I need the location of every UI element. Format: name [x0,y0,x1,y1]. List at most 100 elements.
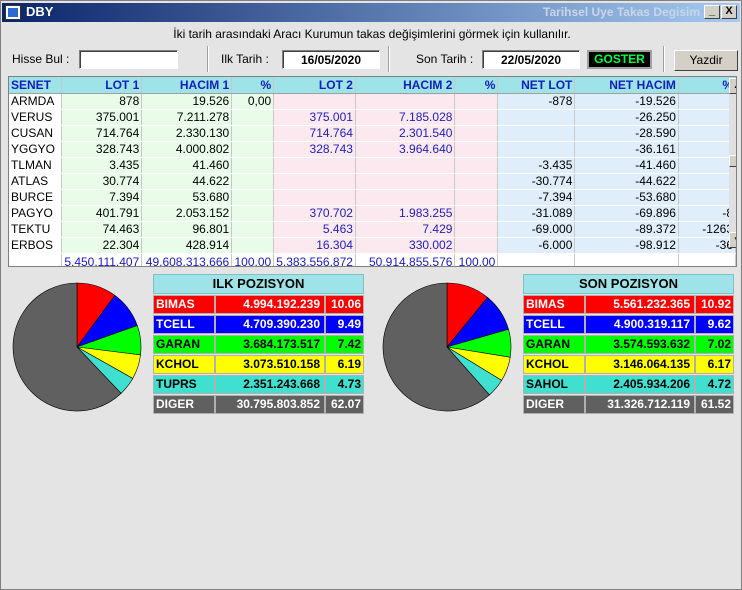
column-header[interactable]: NET HACIM [574,77,679,94]
table-cell [454,205,499,222]
table-cell [678,125,736,142]
column-header[interactable]: % [678,77,736,94]
position-name: KCHOL [153,355,215,374]
position-percent: 4.72 [695,375,734,394]
total-cell: 49.608.313.666 [141,253,233,266]
table-cell [355,173,456,190]
takas-table: SENET LOT 1 HACIM 1% LOT 2 HACIM 2% NET LOT NE… [9,77,736,266]
table-row[interactable]: ERBOS 22.304 428.914 16.304 330.002 -6.000 -98… [9,237,736,254]
position-value: 2.351.243.668 [215,375,325,394]
table-cell: -89.372 [574,221,679,238]
table-cell: CUSAN [9,125,63,142]
table-cell [355,157,456,174]
table-cell: -19.526 [574,93,679,110]
position-value: 3.684.173.517 [215,335,325,354]
position-percent: 4.73 [325,375,364,394]
table-cell [231,109,275,126]
table-cell: 53.680 [141,189,233,206]
column-header[interactable]: % [231,77,275,94]
table-row[interactable]: VERUS 375.001 7.211.278 375.001 7.185.028 -26… [9,109,736,126]
window-subtitle: Tarihsel Uye Takas Degisim [543,5,700,19]
total-cell: 100,00 [231,253,275,266]
hint-text: İki tarih arasındaki Aracı Kurumun takas… [173,27,571,41]
minimize-button[interactable]: _ [704,5,720,19]
yazdir-button[interactable]: Yazdir [674,50,738,71]
column-header[interactable]: NET LOT [497,77,576,94]
position-row: DIGER 31.326.712.119 61.52 [523,395,734,414]
position-name: BIMAS [523,295,585,314]
ilk-tarih-input[interactable]: 16/05/2020 [282,50,380,69]
title-bar[interactable]: DBY Tarihsel Uye Takas Degisim _ X [2,3,740,22]
separator [663,46,665,72]
table-cell: 328.743 [273,141,356,158]
table-cell [497,125,576,142]
app-icon [5,5,21,20]
table-cell: -36 [678,237,736,254]
table-cell: 41.460 [141,157,233,174]
total-cell: 100,00 [454,253,499,266]
window-title: DBY [26,4,54,19]
close-button[interactable]: X [721,5,737,19]
table-row[interactable]: PAGYO 401.791 2.053.152 370.702 1.983.255 -31… [9,205,736,222]
table-cell: 2.053.152 [141,205,233,222]
son-pozisyon-title: SON POZISYON [523,274,734,294]
table-row[interactable]: TEKTU 74.463 96.801 5.463 7.429 -69.000 -89.37… [9,221,736,238]
table-cell: 0,00 [231,93,275,110]
table-cell: 328.743 [61,141,143,158]
separator [388,46,390,72]
table-row[interactable]: BURCE 7.394 53.680 -7.394 -53.680 [9,189,736,206]
table-cell [454,141,499,158]
column-header[interactable]: LOT 1 [61,77,143,94]
position-name: GARAN [153,335,215,354]
table-cell [454,125,499,142]
total-cell: 5.450.111.407 [61,253,143,266]
total-cell [574,253,679,266]
son-tarih-input[interactable]: 22/05/2020 [482,50,580,69]
position-row: GARAN 3.574.593.632 7.02 [523,335,734,354]
scroll-down-icon[interactable]: ▼ [729,232,736,248]
scroll-thumb[interactable] [729,155,736,167]
position-name: DIGER [523,395,585,414]
table-row[interactable]: YGGYO 328.743 4.000.802 328.743 3.964.640 -36… [9,141,736,158]
table-cell: TEKTU [9,221,63,238]
column-header[interactable]: HACIM 2 [355,77,456,94]
table-cell: 401.791 [61,205,143,222]
table-cell: 2.301.540 [355,125,456,142]
table-cell [678,157,736,174]
position-value: 3.146.064.135 [585,355,695,374]
position-row: KCHOL 3.073.510.158 6.19 [153,355,364,374]
table-row[interactable]: TLMAN 3.435 41.460 -3.435 -41.460 [9,157,736,174]
table-cell: -36.161 [574,141,679,158]
table-row[interactable]: ATLAS 30.774 44.622 -30.774 -44.622 [9,173,736,190]
vertical-scrollbar[interactable]: ▲ ▼ [729,78,736,248]
position-value: 4.709.390.230 [215,315,325,334]
table-row[interactable]: CUSAN 714.764 2.330.130 714.764 2.301.540 -28… [9,125,736,142]
son-tarih-label: Son Tarih : [416,52,474,66]
table-cell [231,237,275,254]
scroll-up-icon[interactable]: ▲ [729,78,736,94]
table-cell: 375.001 [61,109,143,126]
table-cell [454,221,499,238]
table-cell: -3.435 [497,157,576,174]
column-header[interactable]: LOT 2 [273,77,356,94]
position-name: TCELL [523,315,585,334]
table-cell [231,173,275,190]
hisse-search-input[interactable] [79,50,178,69]
position-value: 2.405.934.206 [585,375,695,394]
table-cell: 7.394 [61,189,143,206]
column-header[interactable]: SENET [9,77,63,94]
position-percent: 7.42 [325,335,364,354]
column-header[interactable]: % [454,77,499,94]
table-cell: 428.914 [141,237,233,254]
table-cell [497,141,576,158]
data-grid[interactable]: SENET LOT 1 HACIM 1% LOT 2 HACIM 2% NET LOT NE… [8,76,737,267]
column-header[interactable]: HACIM 1 [141,77,233,94]
table-cell: 330.002 [355,237,456,254]
table-cell: VERUS [9,109,63,126]
table-cell: 1.983.255 [355,205,456,222]
position-name: DIGER [153,395,215,414]
goster-button[interactable]: GOSTER [587,50,652,69]
table-cell [454,109,499,126]
table-row[interactable]: ARMDA 878 19.526 0,00 -878 -19.526 [9,93,736,110]
